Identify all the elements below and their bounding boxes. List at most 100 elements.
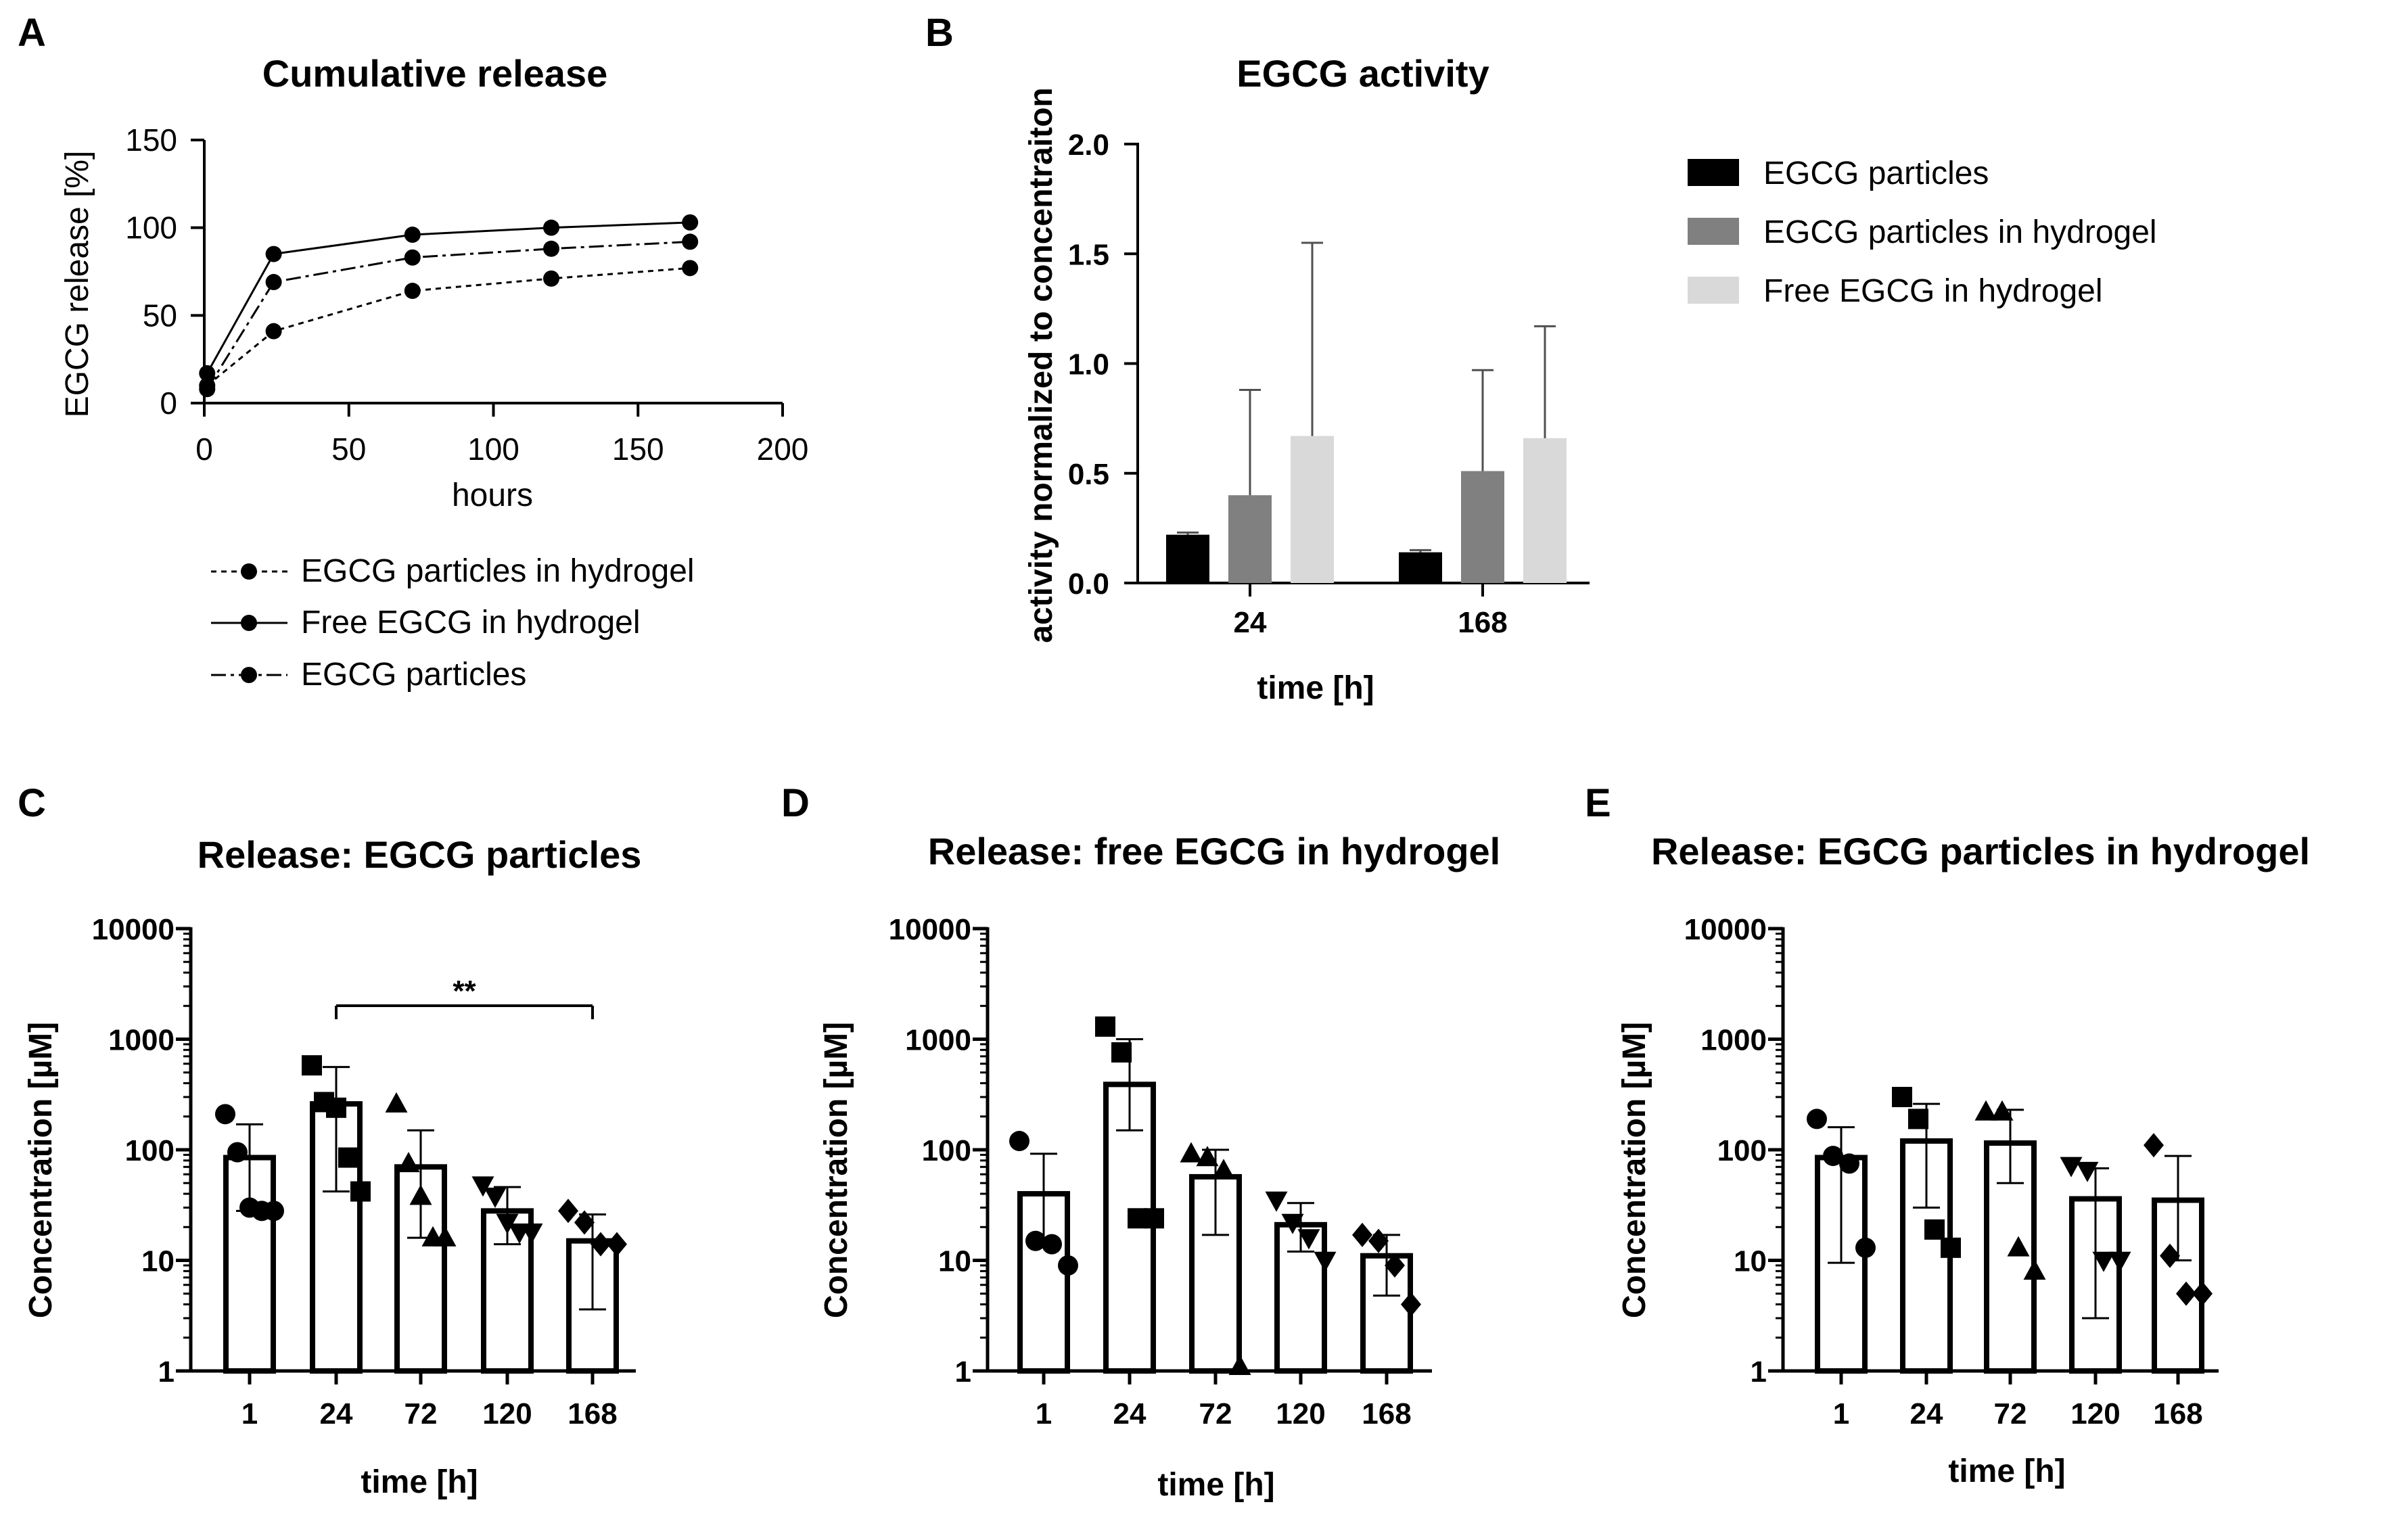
data-point-square [1908, 1109, 1928, 1129]
y-tick-label: 10 [1734, 1245, 1767, 1278]
bar [1461, 471, 1504, 583]
plot-area [1768, 927, 2219, 1384]
legend-label: Free EGCG in hydrogel [301, 605, 641, 640]
legend-label: EGCG particles in hydrogel [301, 553, 695, 589]
x-tick-labels: 1 24 72 120 168 [241, 1397, 618, 1430]
x-tick-label: 120 [2070, 1397, 2120, 1430]
data-point [543, 240, 559, 257]
x-tick-labels: 1 24 72 120 168 [1036, 1397, 1412, 1430]
chart-title: EGCG activity [1236, 52, 1489, 95]
data-point-diamond [2176, 1281, 2196, 1306]
legend-label: Free EGCG in hydrogel [1763, 273, 2103, 309]
bar [1274, 1221, 1327, 1374]
y-tick-label: 10 [141, 1245, 175, 1278]
data-point-triangle [1974, 1100, 1997, 1121]
data-point-triangle [434, 1226, 457, 1246]
y-tick-label: 1000 [905, 1024, 971, 1057]
data-point-circle [1855, 1237, 1876, 1258]
axes [191, 139, 784, 417]
legend-label: EGCG particles [1763, 156, 1989, 191]
y-tick-label: 1 [1751, 1355, 1767, 1389]
data-point [404, 283, 421, 300]
y-tick-label: 100 [125, 1134, 175, 1167]
legend-keys [211, 563, 287, 683]
x-tick-label: 1 [1036, 1397, 1052, 1430]
y-tick-label: 150 [125, 122, 177, 158]
y-axis-label: EGCG release [%] [60, 151, 95, 418]
data-point-triangle-down [1297, 1229, 1320, 1250]
panel-d-release-free-egcg: D Release: free EGCG in hydrogel 1 10 10… [781, 781, 1500, 1503]
panel-c-release-egcg-particles: C Release: EGCG particles 1 10 100 1000 … [18, 781, 641, 1500]
data-point-diamond [558, 1198, 578, 1223]
data-point-diamond [574, 1210, 595, 1235]
bars [1166, 241, 1567, 583]
data-point-square [1095, 1016, 1115, 1037]
x-tick-label: 150 [612, 432, 664, 467]
data-point-diamond [1385, 1253, 1405, 1278]
panel-label-a: A [18, 11, 46, 55]
data-point-triangle [2023, 1259, 2046, 1280]
y-axis-label: Concentration [µM] [818, 1022, 854, 1318]
data-point-square [302, 1055, 322, 1076]
y-tick-label: 0 [160, 386, 177, 421]
y-tick-labels: 0.0 0.5 1.0 1.5 2.0 [1068, 129, 1109, 601]
x-axis-label: time [h] [1257, 670, 1374, 706]
data-point [682, 233, 699, 250]
legend-swatch [1688, 277, 1739, 304]
data-point-circle [1839, 1153, 1859, 1174]
legend-marker [241, 615, 257, 631]
x-tick-label: 168 [2153, 1397, 2202, 1430]
data-point-square [326, 1097, 346, 1118]
data-point-triangle [409, 1184, 432, 1205]
data-point-triangle [1991, 1100, 2014, 1121]
data-point-diamond [2160, 1243, 2180, 1268]
y-tick-label: 100 [922, 1134, 971, 1167]
data-point [265, 246, 282, 262]
x-tick-label: 72 [404, 1397, 438, 1430]
data-point-square [1941, 1237, 1961, 1258]
data-point [404, 249, 421, 266]
axes [1124, 143, 1590, 597]
x-axis-label: time [h] [1948, 1453, 2065, 1489]
y-tick-labels: 1 10 100 1000 10000 [1684, 913, 1767, 1389]
data-point [543, 270, 559, 287]
y-tick-label: 10000 [1684, 913, 1767, 946]
data-point [543, 219, 559, 236]
x-tick-label: 100 [467, 432, 519, 467]
data-point-triangle-down [1281, 1213, 1304, 1234]
chart-title: Release: EGCG particles in hydrogel [1651, 830, 2310, 872]
data-point-circle [264, 1201, 284, 1221]
data-point-triangle-down [2108, 1251, 2131, 1272]
x-axis-label: time [h] [1157, 1467, 1274, 1503]
data-point-diamond [2144, 1133, 2164, 1158]
y-tick-label: 0.0 [1068, 567, 1109, 601]
data-point-triangle-down [2076, 1161, 2099, 1182]
chart-title: Release: EGCG particles [198, 833, 642, 876]
data-point-diamond [2192, 1281, 2213, 1306]
data-point-diamond [1352, 1222, 1372, 1247]
panel-e-release-particles-hydrogel: E Release: EGCG particles in hydrogel 1 … [1585, 781, 2310, 1489]
data-point-square [350, 1181, 371, 1202]
x-axis-label: time [h] [361, 1464, 478, 1500]
data-point-triangle [385, 1092, 408, 1113]
y-tick-label: 1.0 [1068, 348, 1109, 381]
x-tick-label: 24 [1910, 1397, 1943, 1430]
series-line [206, 240, 691, 390]
data-point-diamond [591, 1232, 611, 1257]
legend-marker [241, 563, 257, 580]
data-point-triangle-down [520, 1223, 543, 1244]
data-point-circle [1009, 1131, 1029, 1152]
x-tick-label: 50 [331, 432, 366, 467]
data-point-triangle [397, 1152, 420, 1173]
y-axis-label: activity normalized to concentraiton [1023, 87, 1059, 643]
plot-area [176, 927, 636, 1384]
y-tick-label: 100 [125, 210, 177, 246]
data-point-square [1892, 1086, 1912, 1107]
data-point-triangle [1212, 1159, 1235, 1180]
plot-area [973, 927, 1432, 1384]
y-tick-label: 1000 [1700, 1024, 1767, 1057]
data-point-triangle [1180, 1142, 1203, 1163]
y-tick-label: 2.0 [1068, 129, 1109, 162]
bar [1166, 534, 1209, 583]
data-point [265, 274, 282, 291]
